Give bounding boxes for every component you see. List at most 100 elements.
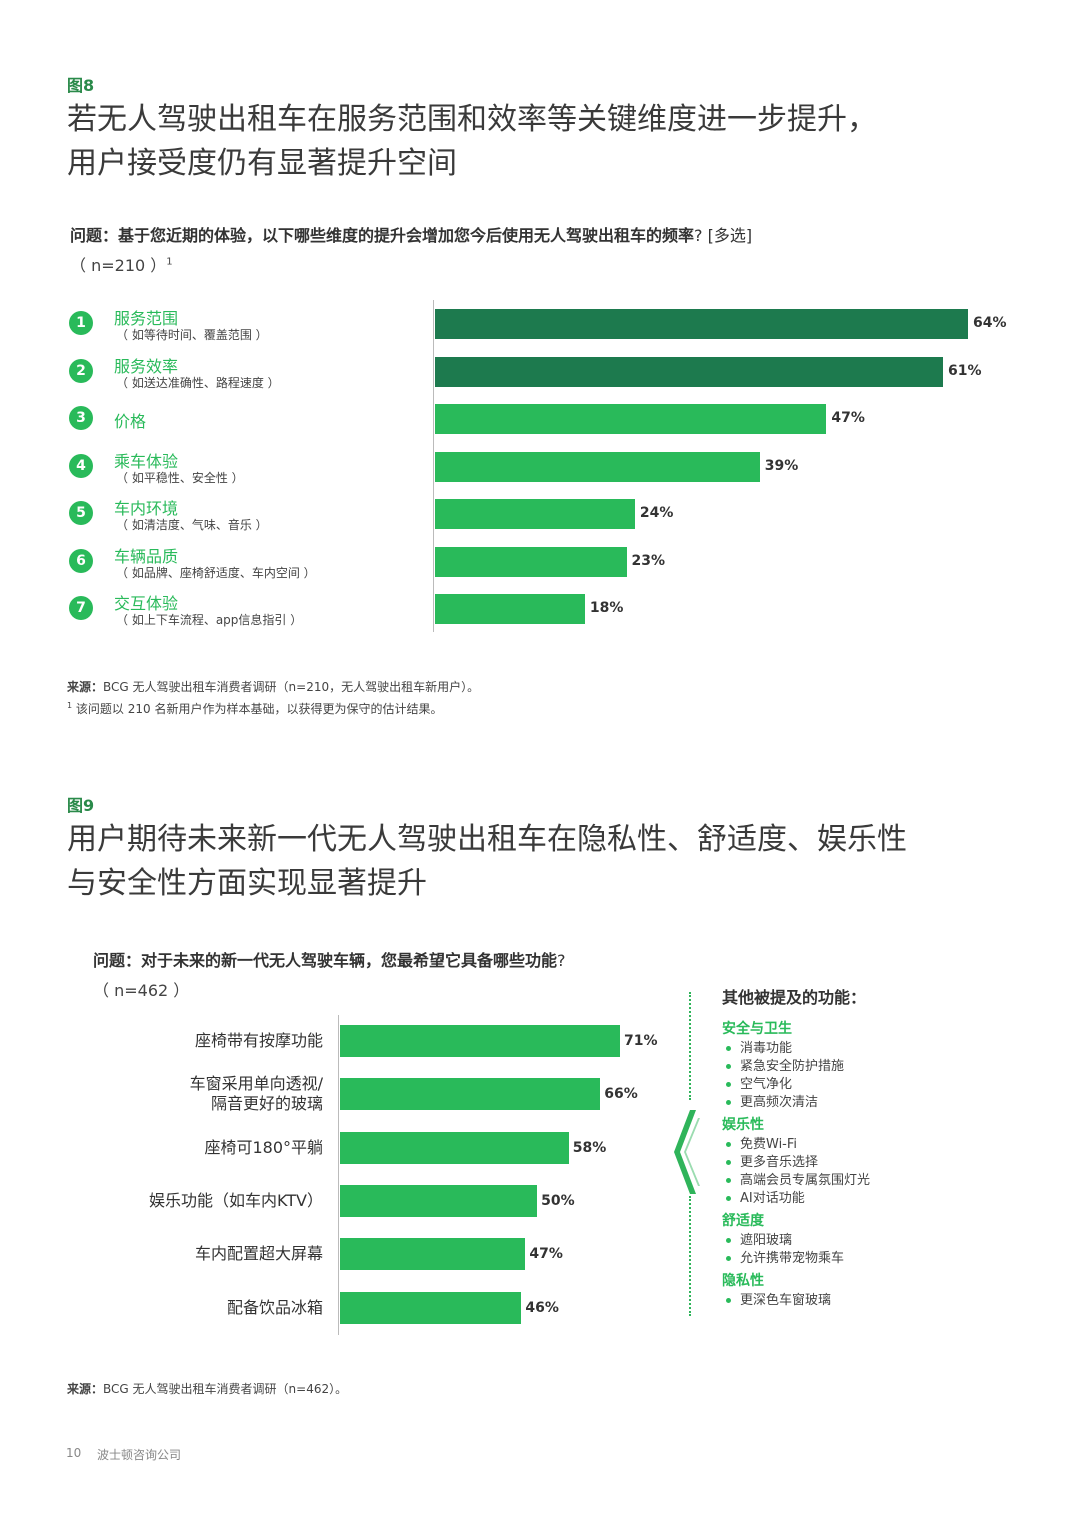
side-dotted-line-bottom bbox=[689, 1196, 691, 1316]
side-group-item-text: 遮阳玻璃 bbox=[740, 1233, 793, 1248]
figure-8-label: 图8 bbox=[67, 76, 95, 95]
dimension-subtitle: （ 如平稳性、安全性 ） bbox=[116, 470, 244, 485]
figure-8-footnote-text: 该问题以 210 名新用户作为样本基础，以获得更为保守的估计结果。 bbox=[75, 702, 443, 716]
bar bbox=[340, 1238, 526, 1271]
dimension-subtitle: （ 如等待时间、覆盖范围 ） bbox=[116, 328, 268, 342]
figure-9-headline-line2: 与安全性方面实现显著提升 bbox=[67, 866, 427, 901]
side-group-item: 空气净化 bbox=[726, 1073, 792, 1092]
side-group-item-text: 高端会员专属氛围灯光 bbox=[740, 1173, 871, 1188]
side-group-item: 遮阳玻璃 bbox=[726, 1229, 792, 1248]
side-group-item: 免费Wi-Fi bbox=[726, 1133, 797, 1152]
figure-9-source-label: 来源： bbox=[67, 1382, 104, 1396]
side-group-title: 舒适度 bbox=[722, 1213, 764, 1229]
figure-8-source-text: BCG 无人驾驶出租车消费者调研（n=210，无人驾驶出租车新用户）。 bbox=[103, 680, 480, 694]
figure-8-source: 来源：BCG 无人驾驶出租车消费者调研（n=210，无人驾驶出租车新用户）。 bbox=[67, 678, 479, 695]
bar bbox=[340, 1131, 569, 1164]
rank-badge: 7 bbox=[69, 596, 93, 620]
category-label: 座椅带有按摩功能 bbox=[194, 1031, 323, 1050]
figure-8-headline-line2: 用户接受度仍有显著提升空间 bbox=[67, 146, 457, 181]
rank-badge: 3 bbox=[69, 406, 93, 430]
bar bbox=[435, 546, 627, 577]
figure-8-sample-size: （ n=210 ）1 bbox=[70, 252, 173, 276]
figure-8-headline-line1: 若无人驾驶出租车在服务范围和效率等关键维度进一步提升， bbox=[67, 102, 877, 137]
side-group-item: 高端会员专属氛围灯光 bbox=[726, 1169, 870, 1188]
rank-badge: 1 bbox=[69, 311, 93, 335]
bar-value-label: 64% bbox=[973, 315, 1007, 331]
dimension-name: 服务范围 bbox=[114, 309, 179, 328]
dimension-name: 车内环境 bbox=[114, 499, 179, 518]
side-group-item: 更多音乐选择 bbox=[726, 1151, 818, 1170]
bar-value-label: 47% bbox=[529, 1246, 563, 1263]
bar bbox=[340, 1078, 601, 1111]
figure-8-question-text: 问题：基于您近期的体验，以下哪些维度的提升会增加您今后使用无人驾驶出租车的频率 bbox=[70, 226, 695, 245]
side-group-title: 娱乐性 bbox=[722, 1117, 764, 1133]
figure-8-n-text: （ n=210 ） bbox=[70, 256, 167, 275]
side-group-item: 紧急安全防护措施 bbox=[726, 1055, 844, 1074]
bullet-icon bbox=[726, 1196, 731, 1201]
bullet-icon bbox=[726, 1142, 731, 1147]
side-group-item: 更深色车窗玻璃 bbox=[726, 1289, 831, 1308]
figure-8-source-label: 来源： bbox=[67, 680, 104, 694]
dimension-name: 乘车体验 bbox=[114, 451, 179, 471]
side-group-item: 消毒功能 bbox=[726, 1037, 792, 1056]
figure-8-axis-line bbox=[433, 300, 434, 632]
bar-value-label: 23% bbox=[631, 552, 666, 569]
side-group-item: AI对话功能 bbox=[726, 1187, 805, 1206]
bar bbox=[435, 451, 760, 482]
bullet-icon bbox=[726, 1256, 731, 1261]
bar-value-label: 58% bbox=[572, 1139, 607, 1156]
dimension-name: 交互体验 bbox=[114, 594, 179, 613]
side-group-item-text: 紧急安全防护措施 bbox=[740, 1059, 845, 1074]
bullet-icon bbox=[726, 1046, 731, 1051]
category-label: 娱乐功能（如车内KTV） bbox=[149, 1190, 323, 1210]
figure-8-footnote-sup: 1 bbox=[67, 701, 73, 710]
side-group-item-text: 更高频次清洁 bbox=[740, 1095, 819, 1110]
side-group-item: 更高频次清洁 bbox=[726, 1091, 818, 1110]
bullet-icon bbox=[726, 1178, 731, 1183]
bar bbox=[435, 309, 968, 339]
bar-value-label: 46% bbox=[525, 1299, 559, 1316]
category-label: 车窗采用单向透视/隔音更好的玻璃 bbox=[189, 1074, 323, 1114]
bar-value-label: 47% bbox=[831, 410, 865, 426]
side-group-item-text: 消毒功能 bbox=[740, 1041, 793, 1056]
figure-9-sample-size: （ n=462 ） bbox=[93, 981, 190, 1000]
dimension-subtitle: （ 如清洁度、气味、音乐 ） bbox=[116, 518, 268, 532]
figure-9-label: 图9 bbox=[67, 796, 95, 815]
footer-firm-name: 波士顿咨询公司 bbox=[97, 1448, 182, 1462]
bar-value-label: 18% bbox=[589, 600, 624, 616]
bullet-icon bbox=[726, 1238, 731, 1243]
side-group-title: 安全与卫生 bbox=[722, 1021, 792, 1037]
bullet-icon bbox=[726, 1082, 731, 1087]
page-number: 10 bbox=[66, 1446, 82, 1460]
figure-9-question: 问题：对于未来的新一代无人驾驶车辆，您最希望它具备哪些功能? bbox=[93, 947, 566, 971]
rank-badge: 6 bbox=[69, 548, 93, 573]
side-group-item-text: 允许携带宠物乘车 bbox=[740, 1251, 845, 1266]
bar bbox=[435, 356, 944, 387]
figure-9-headline-line1: 用户期待未来新一代无人驾驶出租车在隐私性、舒适度、娱乐性 bbox=[67, 822, 907, 857]
side-group-item-text: 免费Wi-Fi bbox=[740, 1137, 798, 1152]
side-group-title: 隐私性 bbox=[722, 1273, 764, 1289]
dimension-name: 车辆品质 bbox=[114, 546, 179, 566]
side-dotted-line-top bbox=[689, 992, 691, 1100]
bar bbox=[340, 1025, 620, 1057]
bar-value-label: 66% bbox=[604, 1086, 638, 1103]
side-group-item-text: AI对话功能 bbox=[740, 1191, 805, 1206]
bar bbox=[435, 594, 585, 624]
figure-8-question-tail: ? [多选] bbox=[694, 226, 753, 245]
category-label: 座椅可180°平躺 bbox=[204, 1137, 323, 1157]
dimension-subtitle: （ 如品牌、座椅舒适度、车内空间 ） bbox=[116, 565, 316, 580]
bullet-icon bbox=[726, 1298, 731, 1303]
category-label: 车内配置超大屏幕 bbox=[194, 1244, 323, 1264]
category-label: 配备饮品冰箱 bbox=[226, 1297, 323, 1317]
bullet-icon bbox=[726, 1064, 731, 1069]
figure-8-footnote: 1 该问题以 210 名新用户作为样本基础，以获得更为保守的估计结果。 bbox=[67, 700, 442, 717]
side-group-item-text: 更深色车窗玻璃 bbox=[740, 1293, 832, 1308]
bullet-icon bbox=[726, 1160, 731, 1165]
figure-9-question-tail: ? bbox=[557, 951, 566, 970]
bar-value-label: 61% bbox=[948, 362, 982, 379]
side-group-item-text: 空气净化 bbox=[740, 1077, 793, 1092]
rank-badge: 4 bbox=[69, 453, 93, 478]
figure-9-axis-line bbox=[338, 1015, 339, 1335]
dimension-name: 服务效率 bbox=[114, 356, 179, 376]
rank-badge: 2 bbox=[69, 358, 93, 383]
